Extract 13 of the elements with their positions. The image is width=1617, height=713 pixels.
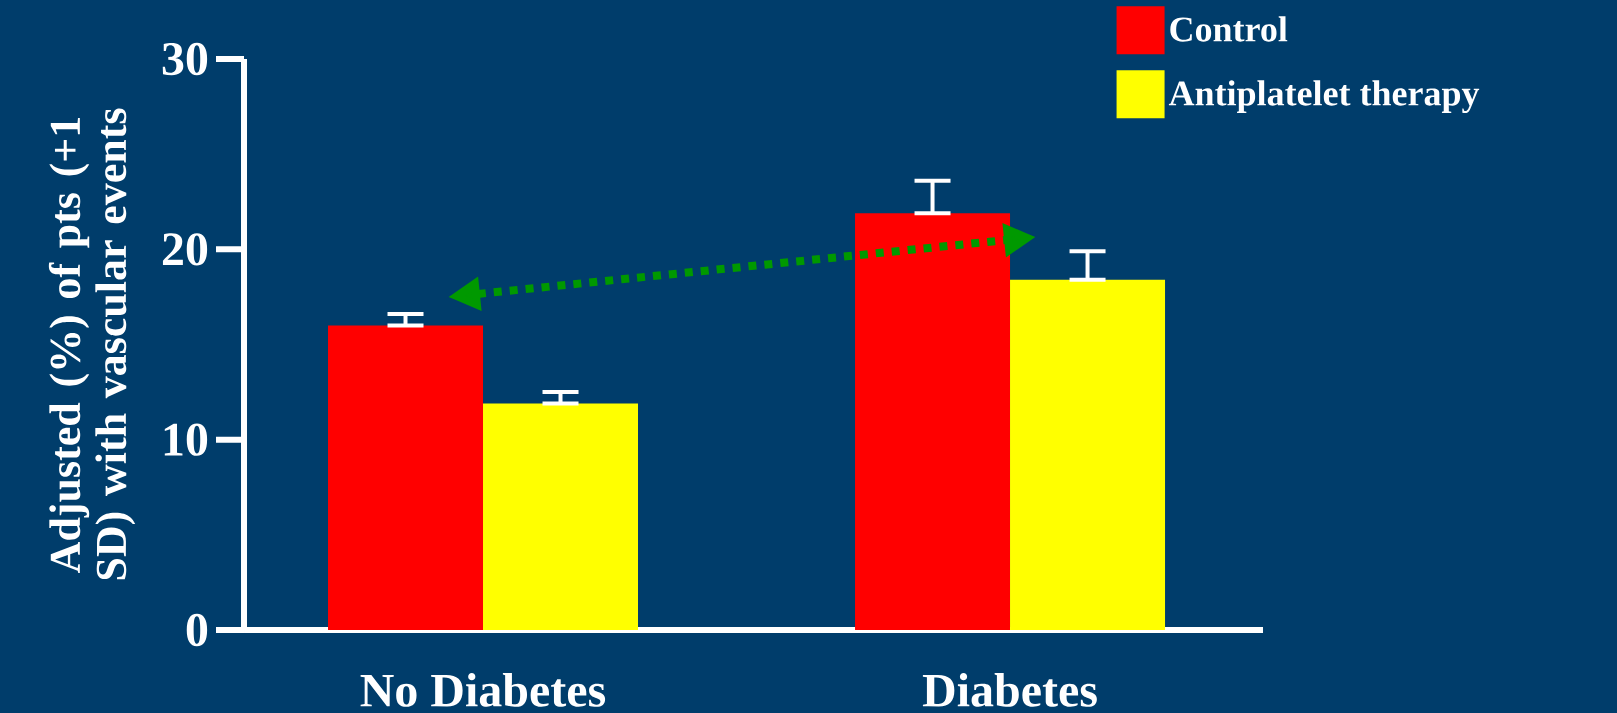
x-tick-label: No Diabetes bbox=[360, 673, 606, 707]
bar bbox=[483, 403, 639, 630]
legend-label: Control bbox=[1170, 16, 1288, 42]
x-tick-label: Diabetes bbox=[922, 673, 1097, 707]
y-axis-title: Adjusted (%) of pts (+1 SD) with vascular events bbox=[48, 108, 136, 580]
y-tick-label: 10 bbox=[164, 423, 208, 456]
bar bbox=[328, 325, 484, 630]
bar bbox=[855, 213, 1011, 630]
y-tick-label: 0 bbox=[186, 613, 208, 647]
bar bbox=[1010, 279, 1166, 630]
y-tick-label: 20 bbox=[162, 233, 208, 266]
legend-label: Antiplatelet therapy bbox=[1168, 80, 1480, 114]
y-tick-label: 30 bbox=[162, 42, 208, 76]
